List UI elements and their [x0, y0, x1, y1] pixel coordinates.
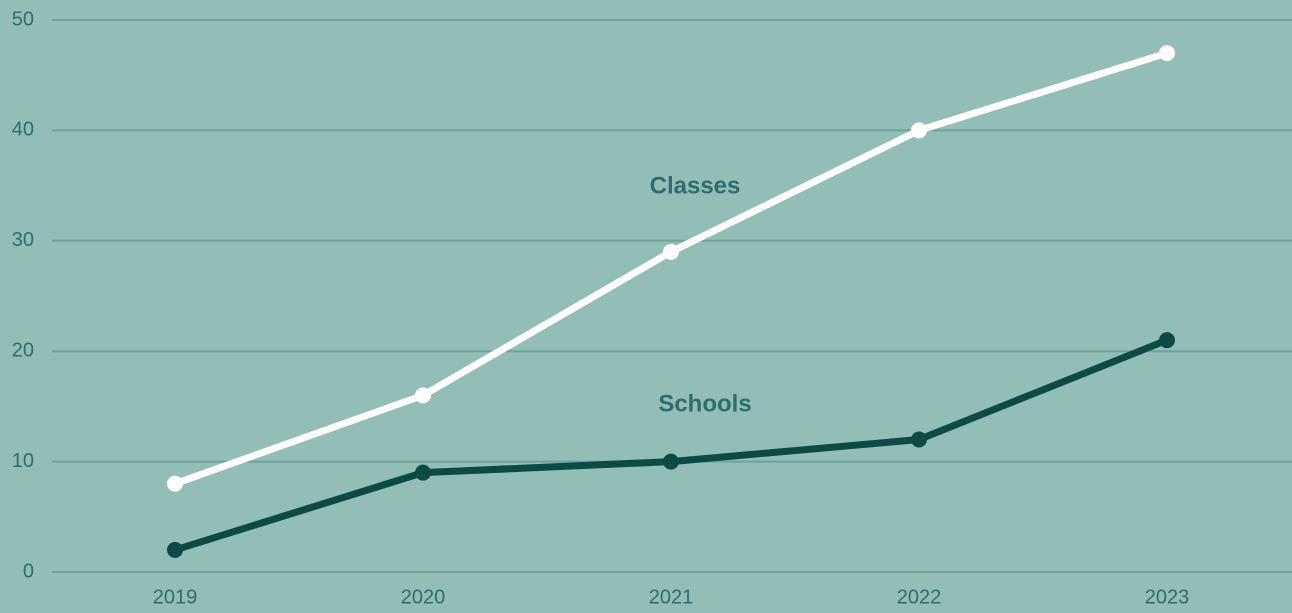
x-tick-label: 2021: [649, 586, 694, 608]
point: [911, 431, 927, 448]
point: [911, 122, 927, 139]
series-line: [173, 336, 1169, 554]
y-tick-label: 0: [23, 560, 34, 582]
series-label: Classes: [650, 172, 741, 199]
x-tick-label: 2023: [1145, 586, 1190, 608]
y-tick-label: 40: [12, 119, 34, 141]
point: [415, 464, 431, 481]
x-tick-label: 2019: [153, 586, 198, 608]
point: [167, 475, 183, 492]
point: [663, 243, 679, 260]
point: [1159, 45, 1175, 62]
point: [1159, 332, 1175, 349]
x-tick-label: 2020: [401, 586, 446, 608]
y-tick-label: 50: [12, 8, 34, 30]
y-tick-label: 10: [12, 450, 34, 472]
series-line: [173, 49, 1169, 487]
point: [663, 453, 679, 470]
point: [415, 387, 431, 404]
point: [167, 541, 183, 558]
y-tick-label: 20: [12, 339, 34, 361]
y-tick-label: 30: [12, 229, 34, 251]
series-label: Schools: [658, 390, 751, 417]
x-tick-label: 2022: [897, 586, 942, 608]
